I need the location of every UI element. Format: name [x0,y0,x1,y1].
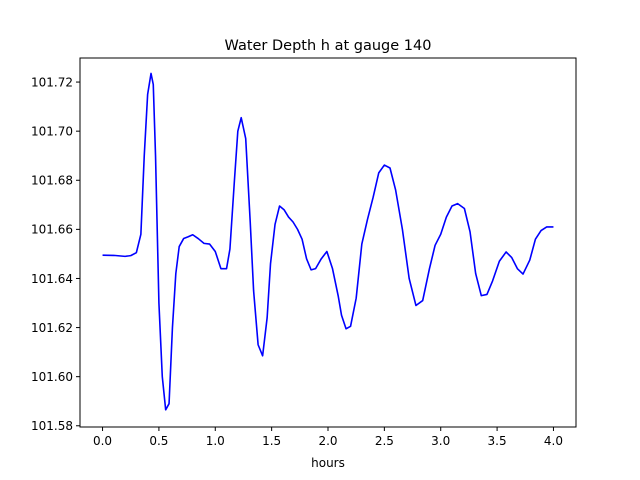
y-tick-label: 101.64 [31,272,73,286]
y-tick-label: 101.72 [31,75,73,89]
x-axis-label: hours [311,456,345,470]
y-axis: 101.58 101.60 101.62 101.64 101.66 101.68 101.… [31,75,80,433]
series-line-0 [102,72,554,411]
x-tick-label: 1.5 [262,434,281,448]
x-tick-label: 3.5 [488,434,507,448]
y-tick-label: 101.62 [31,321,73,335]
x-tick-label: 3.0 [431,434,450,448]
x-tick-label: 0.0 [93,434,112,448]
y-tick-label: 101.66 [31,223,73,237]
y-tick-label: 101.68 [31,174,73,188]
y-tick-label: 101.70 [31,124,73,138]
x-tick-label: 4.0 [544,434,563,448]
plot-line-group [102,72,554,411]
y-tick-label: 101.58 [31,419,73,433]
x-tick-label: 2.0 [318,434,337,448]
x-tick-label: 0.5 [149,434,168,448]
x-tick-label: 1.0 [206,434,225,448]
x-tick-label: 2.5 [375,434,394,448]
x-axis: 0.0 0.5 1.0 1.5 2.0 2.5 3.0 3.5 4.0 [93,427,563,448]
y-tick-label: 101.60 [31,370,73,384]
chart-title: Water Depth h at gauge 140 [225,38,432,54]
